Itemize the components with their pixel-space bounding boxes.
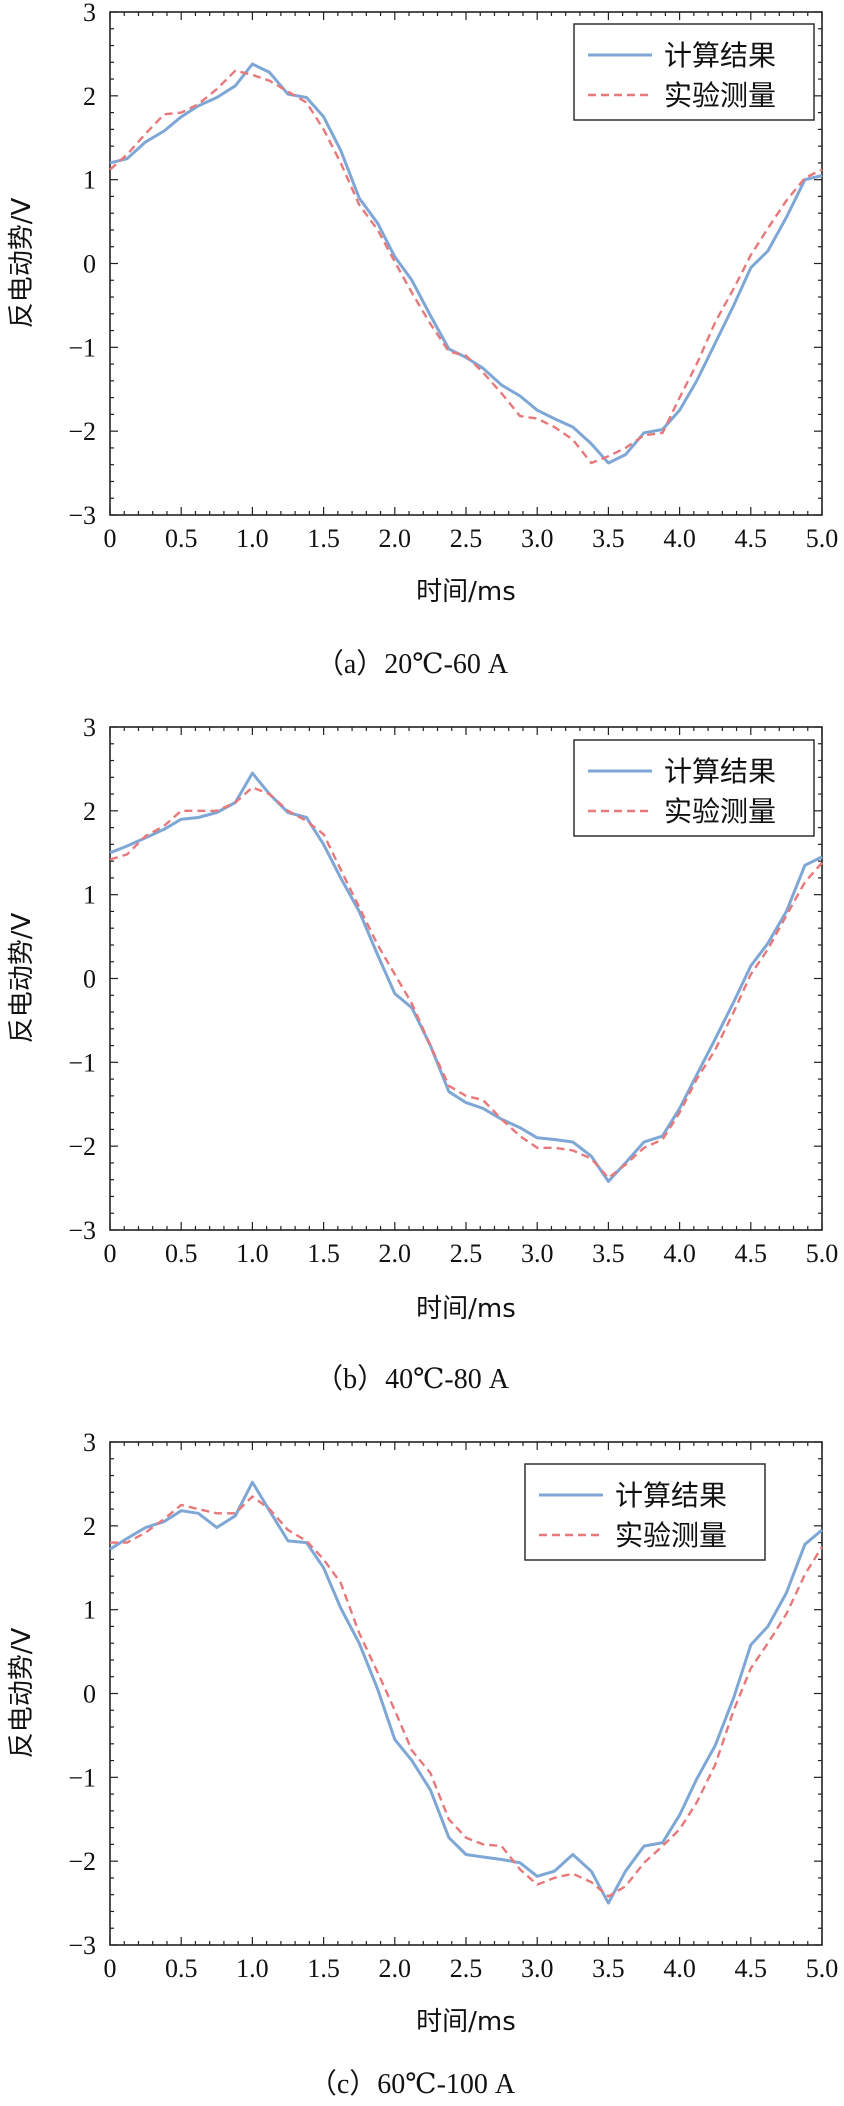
x-tick-label: 0 [104,1954,117,1983]
legend-label-measured: 实验测量 [615,1519,727,1552]
y-tick-label: −3 [68,501,96,530]
y-tick-label: 3 [83,0,96,27]
x-tick-label: 2.5 [450,524,483,553]
x-tick-label: 3.0 [521,524,554,553]
chart-panel-b: 0 0.5 1.0 1.5 2.0 2.5 3.0 3.5 4.0 4.5 5.0 3 2 1 0 −1 −2… [7,713,838,1395]
y-tick-labels: 3 2 1 0 −1 −2 −3 [68,713,96,1245]
legend-label-measured: 实验测量 [664,79,776,112]
y-tick-label: −3 [68,1216,96,1245]
x-tick-label: 3.5 [592,1239,625,1268]
panel-caption: （a）20℃-60 A [316,648,509,680]
y-tick-labels: 3 2 1 0 −1 −2 −3 [68,1428,96,1960]
y-tick-label: 3 [83,1428,96,1457]
x-tick-labels: 0 0.5 1.0 1.5 2.0 2.5 3.0 3.5 4.0 4.5 5.0 [104,524,839,553]
series-line-measured [109,786,823,1180]
x-axis-title: 时间/ms [416,2007,516,2037]
x-tick-labels: 0 0.5 1.0 1.5 2.0 2.5 3.0 3.5 4.0 4.5 5.0 [104,1239,839,1268]
y-tick-label: 0 [83,1680,96,1709]
legend-label-measured: 实验测量 [664,795,776,828]
x-tick-label: 3.0 [521,1239,554,1268]
y-tick-label: 2 [83,797,96,826]
x-tick-label: 0.5 [165,524,198,553]
y-axis-title: 反电动势/V [7,913,37,1044]
series-lines [109,771,823,1183]
x-tick-label: 0 [104,1239,117,1268]
x-tick-label: 2.5 [450,1239,483,1268]
y-tick-label: 0 [83,965,96,994]
series-line-calculated [109,1480,823,1905]
x-tick-label: 4.5 [735,1954,768,1983]
y-tick-label: 0 [83,250,96,279]
x-tick-label: 2.0 [379,1239,412,1268]
legend-box [524,1463,766,1561]
legend: 计算结果 实验测量 [573,23,815,121]
legend-label-calculated: 计算结果 [664,755,776,788]
x-tick-label: 2.0 [379,1954,412,1983]
x-tick-labels: 0 0.5 1.0 1.5 2.0 2.5 3.0 3.5 4.0 4.5 5.0 [104,1954,839,1983]
y-tick-label: 1 [83,881,96,910]
x-tick-label: 4.5 [735,1239,768,1268]
panel-caption: （c）60℃-100 A [309,2068,516,2100]
x-tick-label: 5.0 [806,524,839,553]
y-tick-label: −2 [68,1847,96,1876]
x-tick-label: 5.0 [806,1239,839,1268]
legend-box [573,23,815,121]
x-tick-label: 1.0 [236,524,269,553]
y-tick-labels: 3 2 1 0 −1 −2 −3 [68,0,96,530]
x-tick-label: 0 [104,524,117,553]
x-tick-label: 0.5 [165,1954,198,1983]
y-tick-label: −2 [68,1132,96,1161]
legend-box [573,739,815,837]
y-axis-title: 反电动势/V [7,1628,37,1759]
panel-caption: （b）40℃-80 A [315,1363,510,1395]
legend: 计算结果 实验测量 [573,739,815,837]
x-tick-label: 1.0 [236,1954,269,1983]
y-axis-title: 反电动势/V [7,198,37,329]
x-tick-label: 4.0 [663,1954,696,1983]
x-tick-label: 2.0 [379,524,412,553]
y-tick-label: −1 [68,333,96,362]
x-tick-label: 4.5 [735,524,768,553]
x-axis-title: 时间/ms [416,1294,516,1324]
series-line-measured [109,69,823,465]
series-line-measured [110,1495,824,1898]
x-tick-label: 3.5 [592,524,625,553]
y-tick-label: −2 [68,417,96,446]
legend: 计算结果 实验测量 [524,1463,766,1561]
x-axis-title: 时间/ms [416,577,516,607]
series-lines [109,62,823,465]
y-tick-label: 2 [83,82,96,111]
x-tick-label: 1.5 [307,1954,340,1983]
legend-label-calculated: 计算结果 [664,39,776,72]
chart-panel-a: 0 0.5 1.0 1.5 2.0 2.5 3.0 3.5 4.0 4.5 5.0 3 2 1 0 −1 −2… [7,0,838,680]
y-tick-label: 2 [83,1512,96,1541]
x-tick-label: 3.5 [592,1954,625,1983]
x-tick-label: 1.5 [307,524,340,553]
series-line-calculated [109,62,823,465]
x-tick-label: 4.0 [663,524,696,553]
legend-label-calculated: 计算结果 [615,1479,727,1512]
series-lines [109,1480,824,1905]
y-tick-label: 1 [83,1596,96,1625]
x-tick-label: 3.0 [521,1954,554,1983]
y-tick-label: 3 [83,713,96,742]
axis-ticks [109,726,823,1231]
axis-ticks [109,1441,823,1946]
x-tick-label: 2.5 [450,1954,483,1983]
x-tick-label: 1.5 [307,1239,340,1268]
chart-panel-c: 0 0.5 1.0 1.5 2.0 2.5 3.0 3.5 4.0 4.5 5.0 3 2 1 0 −1 −2… [7,1428,838,2100]
x-tick-label: 1.0 [236,1239,269,1268]
x-tick-label: 0.5 [165,1239,198,1268]
x-tick-label: 4.0 [663,1239,696,1268]
y-tick-label: −3 [68,1931,96,1960]
y-tick-label: −1 [68,1763,96,1792]
y-tick-label: −1 [68,1048,96,1077]
y-tick-label: 1 [83,166,96,195]
x-tick-label: 5.0 [806,1954,839,1983]
